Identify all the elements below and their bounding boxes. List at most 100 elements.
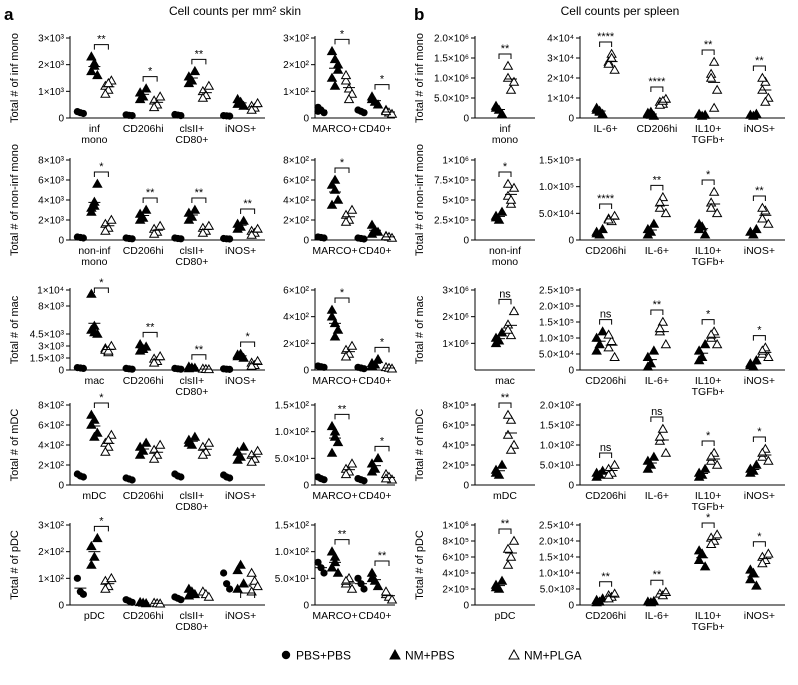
significance-bracket [93,525,109,532]
significance-label: * [148,66,153,78]
data-point [591,345,602,355]
legend-marker [281,650,291,660]
significance-label: ** [653,569,662,581]
data-point [505,414,517,424]
significance-bracket [334,539,350,545]
legend-marker [508,648,520,660]
category-label: iNOS+ [225,123,256,135]
y-tick-label: 1×10² [38,574,65,585]
significance-label: ** [501,518,510,530]
data-point [757,84,768,94]
data-point [380,105,392,116]
category-label: IL-6+ [645,375,669,387]
significance-label: * [380,74,385,86]
data-point [693,354,705,365]
y-tick-label: 1.0×10⁵ [539,334,574,345]
significance-label: * [340,287,345,299]
data-point [745,359,756,369]
data-point [711,84,723,94]
category-label: IL10+ [695,245,722,257]
data-point [154,220,166,230]
data-point [332,64,344,74]
data-point [708,102,720,112]
category-label: mDC [82,490,106,502]
y-tick-label: 0 [58,114,64,125]
significance-bracket [498,171,512,177]
y-tick-label: 1.5×10² [540,421,575,432]
y-tick-label: 5.0×10¹ [275,454,310,465]
y-tick-label: 1.0×10⁴ [539,569,574,580]
data-point [232,564,243,575]
significance-label: * [706,512,711,524]
data-point [606,335,617,345]
data-point [346,583,358,593]
data-point [645,106,657,116]
data-point [332,324,344,334]
data-point [203,437,215,447]
y-tick-label: 8×10⁵ [442,537,469,548]
y-axis-label: Total # of mac [414,295,426,364]
data-point [657,316,669,326]
y-tick-label: 2×10² [283,60,310,71]
data-point [508,305,520,316]
category-label: clsII+ [179,245,204,257]
category-label: IL-6+ [594,123,618,135]
significance-bracket [374,84,390,90]
data-point [92,532,103,543]
data-point [490,581,502,592]
y-tick-label: 1×10⁴ [37,286,64,297]
data-point [238,100,249,110]
y-tick-label: 5.0×10⁴ [539,209,574,220]
panel-a-letter: a [4,5,14,24]
y-tick-label: 8×10³ [38,156,65,167]
data-point [140,437,152,447]
y-tick-label: 2×10² [283,216,310,227]
chart-b-pdc-2: 0 5.0×10³ 1.0×10⁴ 1.5×10⁴ 2.0×10⁴ 2.5×10⁴ CD20… [539,512,785,633]
data-point [386,594,398,604]
y-tick-label: 1.5×10⁵ [539,156,574,167]
significance-bracket [334,167,350,173]
category-label: non-inf [78,245,110,257]
y-axis-label: Total # of mDC [414,409,426,482]
data-point [197,92,209,102]
data-point [197,449,209,459]
y-tick-label: 2.0×10⁴ [539,537,574,548]
data-point [238,578,249,588]
data-point [183,214,195,224]
category-label: inf [499,123,510,135]
significance-label: ** [501,43,510,55]
y-tick-label: 1.5×10⁵ [539,318,574,329]
category-label: mac [84,375,104,387]
y-tick-label: 4×10² [283,312,310,323]
significance-label: * [99,515,104,527]
data-point [699,338,711,349]
significance-label: ** [195,187,204,199]
significance-bracket [752,541,766,547]
data-point [326,562,338,572]
data-point [642,463,654,473]
data-point [705,72,717,82]
chart-a-pdc-1: 0 1×10² 2×10² 3×10² Total # of pDC pDC CD206hi… [9,515,265,633]
data-point [490,337,502,348]
category-label: iNOS+ [225,245,256,257]
data-point [354,574,362,582]
y-tick-label: 8×10³ [38,302,65,313]
y-tick-label: 0 [303,114,309,125]
category-label: non-inf [489,245,521,257]
category-label: mono [81,256,107,268]
data-point [603,329,614,339]
data-point [246,456,257,466]
data-point [332,194,344,204]
data-point [340,75,352,85]
y-tick-label: 2×10² [38,547,65,558]
data-point [360,365,368,373]
category-label: CD206hi [123,123,164,135]
significance-bracket [240,208,256,214]
data-point [366,466,378,476]
data-point [89,551,100,561]
significance-label: ** [704,39,713,51]
data-point [148,101,160,112]
chart-b-pdc-1: 0 2×10⁵ 4×10⁵ 6×10⁵ 8×10⁵ 1×10⁶ Total # of pDC… [414,518,535,622]
data-point [380,473,392,483]
data-point [360,585,368,593]
